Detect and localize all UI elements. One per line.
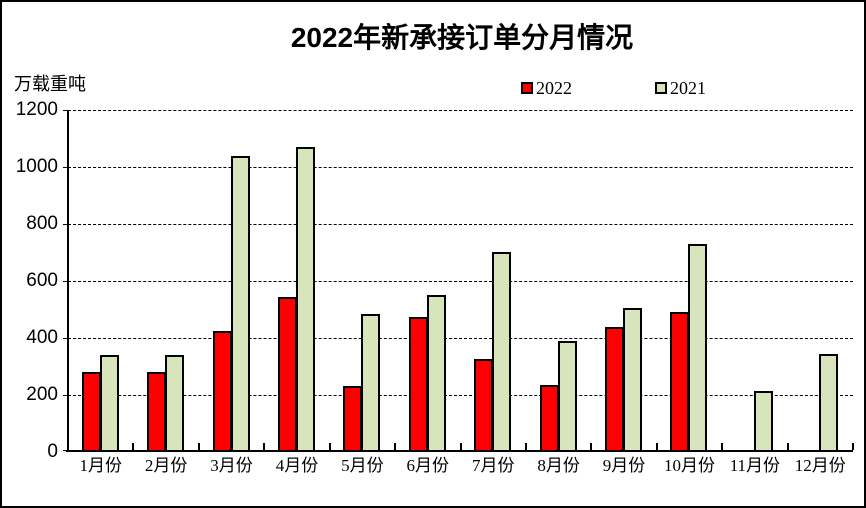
bar-2021-8月份 <box>557 341 577 452</box>
y-axis-label-0: 0 <box>47 441 58 462</box>
gridline-1200 <box>68 109 853 111</box>
bar-2022-4月份 <box>277 297 297 452</box>
x-axis-tick-8 <box>590 443 593 450</box>
gridline-800 <box>68 223 853 225</box>
x-axis-tick-1 <box>132 443 135 450</box>
legend-label-2021: 2021 <box>670 78 706 98</box>
bar-2022-5月份 <box>343 386 363 452</box>
legend-label-2022: 2022 <box>536 78 572 98</box>
y-axis-tick-400 <box>63 337 68 339</box>
x-axis-line <box>66 450 853 452</box>
gridline-600 <box>68 280 853 282</box>
y-axis-label-400: 400 <box>26 327 58 348</box>
x-axis-label-3月份: 3月份 <box>210 456 253 475</box>
x-axis-tick-2 <box>197 443 200 450</box>
bar-2021-5月份 <box>361 314 381 452</box>
y-axis-tick-0 <box>63 450 68 451</box>
y-axis-line <box>67 110 69 452</box>
bar-2021-10月份 <box>688 244 708 452</box>
y-axis-unit-label: 万载重吨 <box>14 74 86 94</box>
x-axis-label-5月份: 5月份 <box>341 456 384 475</box>
x-axis-tick-5 <box>394 443 397 450</box>
x-axis-label-10月份: 10月份 <box>663 456 715 475</box>
x-axis-label-2月份: 2月份 <box>144 456 188 475</box>
bar-2022-3月份 <box>212 331 232 452</box>
legend-swatch-2022 <box>521 82 533 94</box>
x-axis-label-11月份: 11月份 <box>729 456 781 475</box>
x-axis-label-6月份: 6月份 <box>406 456 450 475</box>
bar-2022-6月份 <box>408 317 428 452</box>
bar-2022-7月份 <box>474 359 494 452</box>
y-axis-label-200: 200 <box>26 384 58 405</box>
bar-2021-7月份 <box>492 252 512 452</box>
gridline-1000 <box>68 166 853 168</box>
bar-2022-2月份 <box>147 372 167 452</box>
legend-item-2021: 2021 <box>655 78 706 98</box>
y-axis-tick-800 <box>63 223 68 225</box>
gridline-400 <box>68 337 853 339</box>
bar-2022-9月份 <box>605 327 625 452</box>
plot-area: 1月份 2月份 3月份 4月份 5月份 6月份 7月份 8月份 9月份 10月份 11月份 12月份 <box>63 109 854 475</box>
x-axis-tick-9 <box>655 443 658 450</box>
bar-2022-10月份 <box>670 312 690 452</box>
x-axis-label-1月份: 1月份 <box>79 456 122 475</box>
x-axis-label-7月份: 7月份 <box>471 456 515 475</box>
bar-2022-1月份 <box>81 372 101 452</box>
x-axis-label-8月份: 8月份 <box>537 456 580 475</box>
bar-2021-4月份 <box>295 147 315 452</box>
x-axis-tick-11 <box>786 443 789 450</box>
y-axis-tick-600 <box>63 280 68 282</box>
bar-2021-9月份 <box>623 308 643 452</box>
bar-2021-12月份 <box>819 354 839 452</box>
y-axis-label-600: 600 <box>26 270 58 291</box>
x-axis-tick-7 <box>524 443 527 450</box>
x-axis-label-9月份: 9月份 <box>602 456 646 475</box>
x-axis-tick-6 <box>459 443 462 450</box>
bar-2021-6月份 <box>426 295 446 452</box>
chart-title: 2022年新承接订单分月情况 <box>290 22 634 53</box>
x-axis-label-12月份: 12月份 <box>794 456 846 475</box>
x-axis-tick-3 <box>263 443 266 450</box>
x-axis-tick-10 <box>721 443 724 450</box>
bar-2021-1月份 <box>99 355 119 452</box>
y-axis-label-800: 800 <box>26 213 58 234</box>
gridline-200 <box>68 394 853 396</box>
x-axis-tick-4 <box>328 443 331 450</box>
y-axis-tick-1200 <box>63 109 68 111</box>
y-axis-label-1200: 1200 <box>15 99 58 120</box>
y-axis-label-1000: 1000 <box>15 156 58 177</box>
x-axis-label-4月份: 4月份 <box>275 456 319 475</box>
bar-2021-3月份 <box>230 156 250 452</box>
legend-swatch-2021 <box>655 82 667 94</box>
bar-2021-11月份 <box>753 391 773 452</box>
y-axis-tick-200 <box>63 394 68 396</box>
bar-2022-8月份 <box>539 385 559 452</box>
bar-2021-2月份 <box>165 355 185 452</box>
y-axis-tick-1000 <box>63 166 68 168</box>
x-axis-tick-12 <box>852 443 854 450</box>
legend-item-2022: 2022 <box>521 78 572 98</box>
